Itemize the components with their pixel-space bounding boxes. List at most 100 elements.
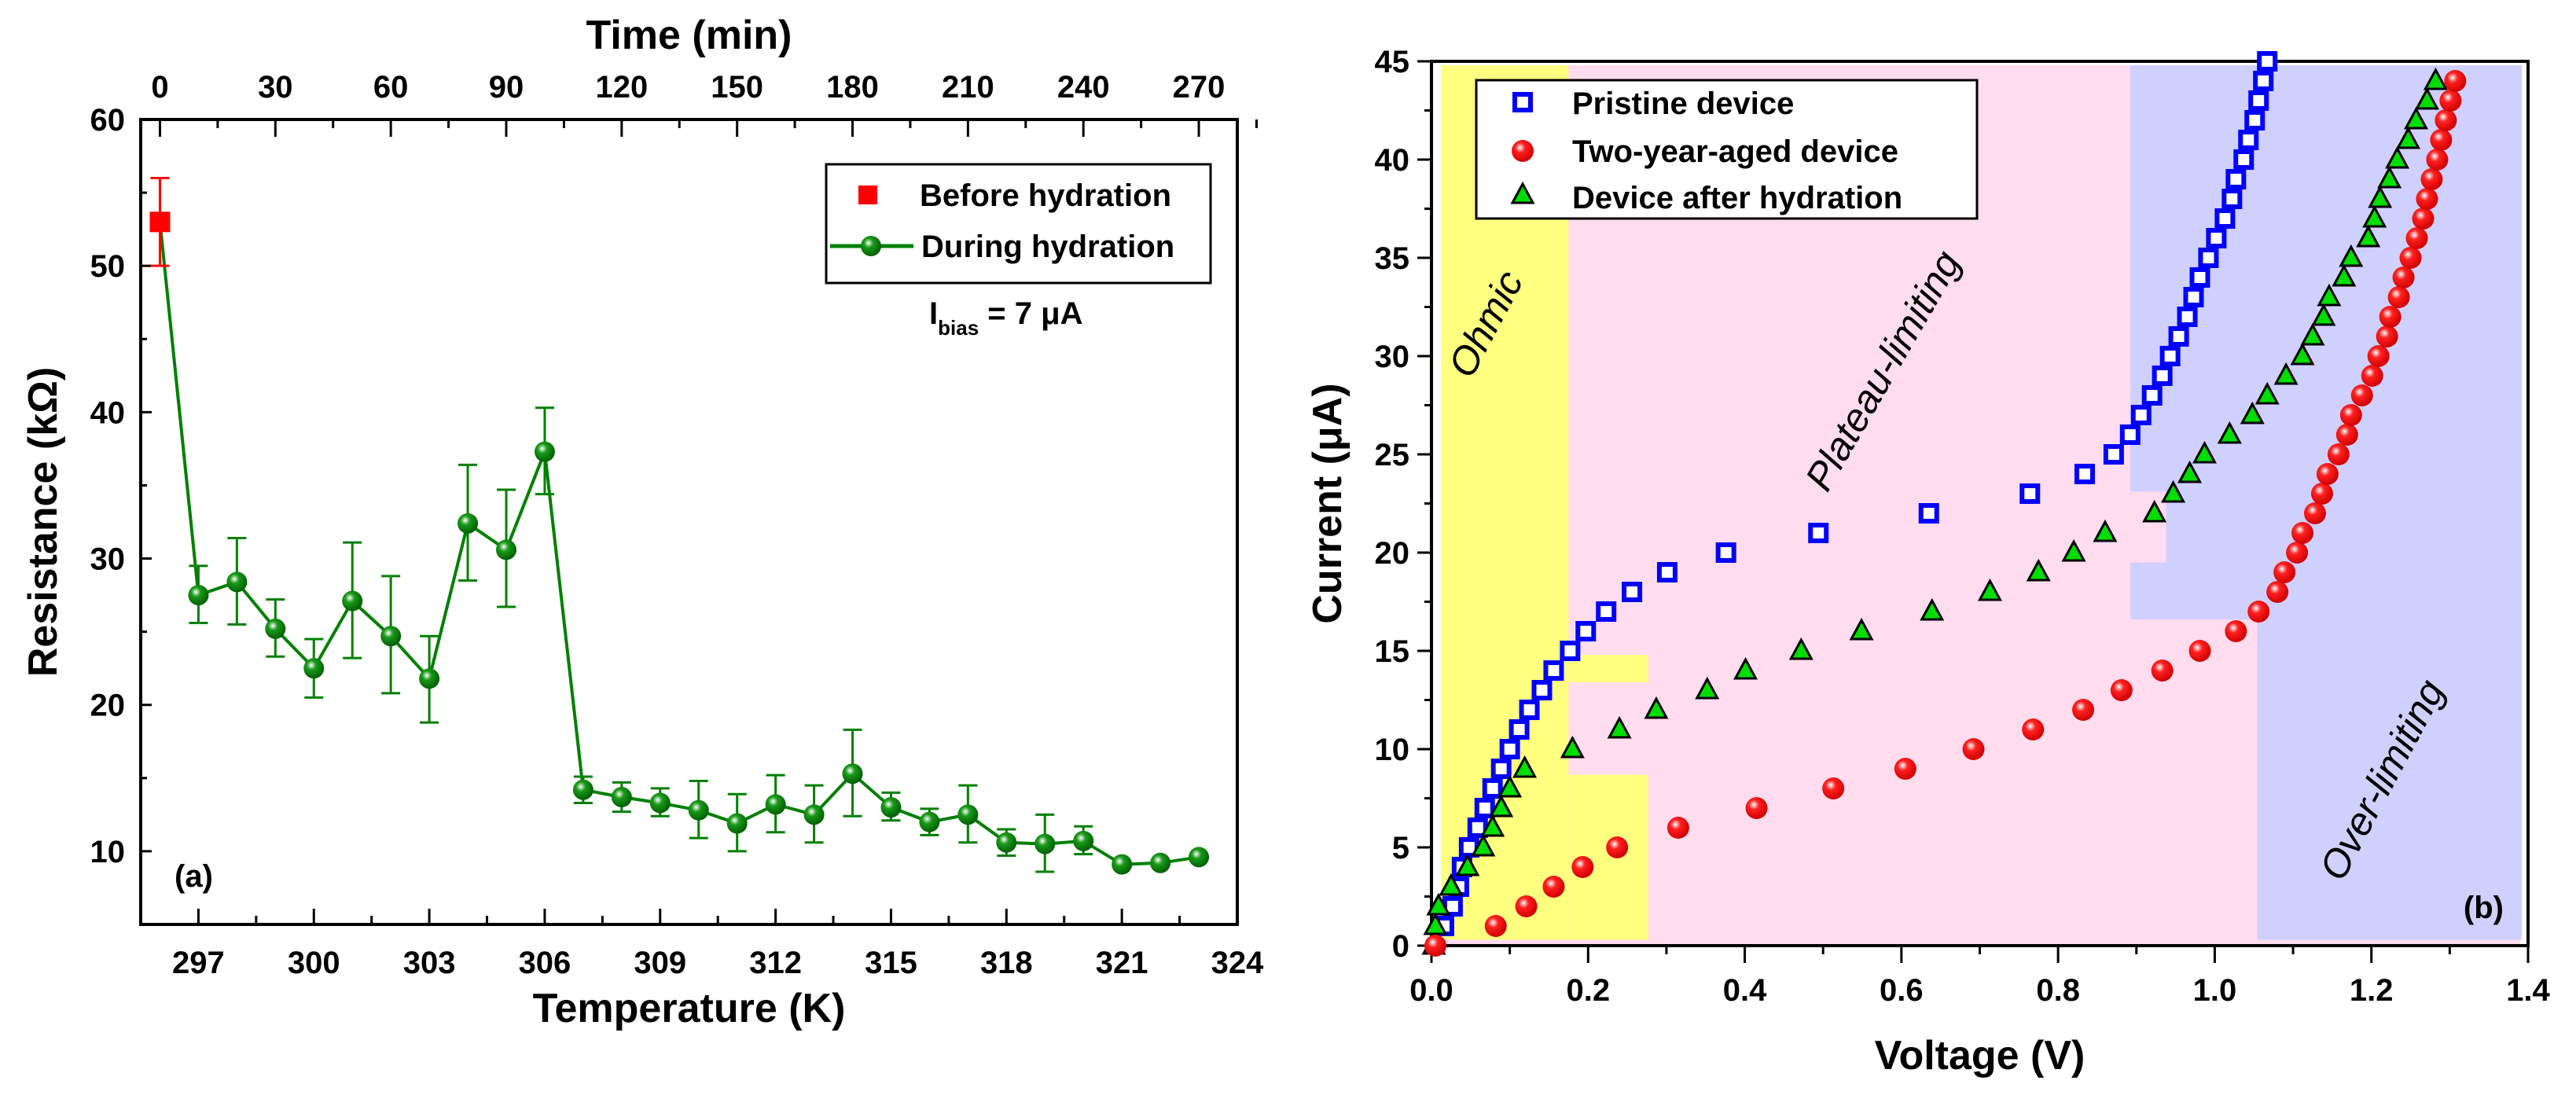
data-point-aged — [2367, 345, 2390, 367]
data-point-during-hydration — [1073, 830, 1094, 851]
data-point-aged — [2266, 581, 2289, 603]
data-point-hydrated — [1733, 656, 1758, 680]
data-point-aged — [2225, 620, 2247, 642]
y-tick-label: 5 — [1392, 831, 1409, 865]
data-point-aged — [1962, 738, 1985, 760]
y-tick-label: 10 — [90, 835, 126, 869]
legend-marker-hydrated — [1510, 181, 1535, 204]
data-point-pristine — [2141, 385, 2163, 406]
region-ohmic — [1440, 65, 1569, 940]
data-point-aged — [2303, 502, 2326, 524]
data-point-during-hydration — [419, 668, 440, 689]
data-point-pristine — [2206, 228, 2227, 248]
legend-marker-before-hydration — [858, 186, 877, 204]
data-point-hydrated — [1560, 735, 1585, 759]
data-point-hydrated — [2093, 519, 2118, 542]
y-tick-label: 35 — [1375, 241, 1410, 276]
data-point-hydrated — [2385, 145, 2410, 169]
data-point-pristine — [2198, 248, 2219, 268]
data-point-hydrated — [2254, 381, 2280, 405]
data-point-pristine — [1918, 503, 1939, 524]
x2-axis-title: Time (min) — [586, 13, 792, 58]
data-point-aged — [2247, 601, 2270, 623]
data-point-pristine — [2244, 110, 2265, 130]
y-tick-label: 60 — [90, 103, 126, 138]
plot-frame — [1430, 60, 2530, 947]
data-point-pristine — [2253, 71, 2274, 91]
data-point-aged — [2430, 129, 2453, 151]
data-point-hydrated — [2377, 165, 2402, 189]
data-point-pristine — [2189, 267, 2210, 288]
data-point-aged — [1666, 817, 1689, 839]
data-point-during-hydration — [1112, 854, 1133, 875]
data-point-hydrated — [2423, 67, 2448, 90]
data-point-during-hydration — [726, 813, 748, 834]
data-point-hydrated — [1607, 715, 1632, 739]
data-point-pristine — [1482, 778, 1503, 799]
x2-tick-label: 0 — [151, 70, 168, 105]
data-point-during-hydration — [380, 626, 402, 647]
data-point-during-hydration — [957, 804, 979, 825]
data-point-hydrated — [2177, 460, 2203, 483]
data-point-hydrated — [2332, 263, 2357, 287]
data-point-hydrated — [2161, 480, 2186, 503]
data-point-pristine — [1531, 680, 1553, 700]
data-point-during-hydration — [226, 571, 248, 593]
data-point-aged — [2361, 365, 2383, 387]
data-point-aged — [2420, 168, 2443, 190]
x-tick-label: 1.4 — [2506, 973, 2550, 1008]
data-point-aged — [1515, 895, 1538, 917]
region-ohmic — [1568, 655, 1649, 682]
data-point-hydrated — [1489, 794, 1514, 818]
region-ohmic — [1568, 774, 1649, 940]
data-point-aged — [2339, 404, 2362, 426]
data-point-pristine — [2238, 130, 2259, 150]
y-tick-label: 40 — [1375, 143, 1410, 178]
data-point-aged — [2273, 561, 2296, 583]
data-point-hydrated — [2273, 362, 2299, 385]
data-point-aged — [2072, 699, 2095, 721]
data-point-pristine — [2074, 464, 2096, 484]
data-point-aged — [2376, 325, 2398, 347]
data-point-during-hydration — [1189, 847, 1210, 868]
x2-tick-label: 270 — [1173, 70, 1226, 105]
data-point-pristine — [1499, 739, 1520, 759]
x-tick-label: 0.8 — [2036, 973, 2080, 1008]
legend-label: During hydration — [921, 230, 1174, 264]
x-tick-label: 309 — [634, 946, 686, 980]
data-point-aged — [1894, 758, 1916, 780]
legend: Pristine device Two-year-aged device Devic… — [1475, 79, 1979, 220]
data-point-hydrated — [2192, 440, 2217, 464]
data-point-pristine — [1715, 542, 1736, 563]
data-point-hydrated — [1977, 578, 2002, 601]
data-point-pristine — [1575, 621, 1597, 641]
data-point-pristine — [2130, 405, 2152, 425]
x-tick-label: 0.4 — [1723, 973, 1767, 1008]
data-point-aged — [2435, 109, 2457, 131]
data-point-hydrated — [2339, 244, 2364, 267]
data-point-during-hydration — [342, 590, 363, 612]
data-point-aged — [2327, 443, 2350, 465]
y-tick-label: 0 — [1392, 929, 1409, 964]
data-point-pristine — [2159, 346, 2181, 366]
data-point-pristine — [1622, 582, 1643, 602]
data-point-hydrated — [1480, 814, 1505, 837]
annotation-subscript: bias — [938, 316, 979, 340]
data-point-during-hydration — [1034, 833, 1056, 854]
data-point-aged — [2416, 188, 2438, 210]
legend-label: Two-year-aged device — [1572, 134, 1898, 169]
data-point-aged — [2310, 483, 2333, 505]
x-tick-label: 324 — [1211, 946, 1264, 980]
x2-tick-label: 60 — [373, 70, 409, 105]
data-point-pristine — [2257, 51, 2278, 72]
x-tick-label: 0.0 — [1409, 973, 1453, 1008]
data-point-during-hydration — [880, 797, 902, 818]
legend: Before hydration During hydration — [825, 163, 1212, 285]
data-point-pristine — [1656, 562, 1678, 582]
data-point-aged — [2110, 679, 2133, 701]
x-axis-title: Voltage (V) — [1875, 1033, 2085, 1078]
data-point-pristine — [1560, 641, 1581, 661]
data-point-aged — [2405, 227, 2428, 249]
y-tick-label: 25 — [1375, 438, 1410, 472]
data-point-hydrated — [2061, 538, 2086, 562]
